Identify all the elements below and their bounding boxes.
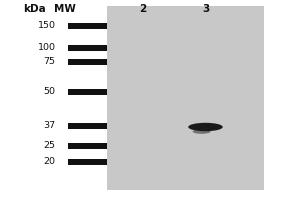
- Text: MW: MW: [54, 4, 75, 14]
- Text: 150: 150: [38, 21, 56, 30]
- Bar: [106, 6, 264, 190]
- Bar: [68, 143, 106, 149]
- Bar: [68, 89, 106, 95]
- Text: kDa: kDa: [23, 4, 46, 14]
- Text: 100: 100: [38, 44, 56, 52]
- Text: 2: 2: [139, 4, 146, 14]
- Bar: [68, 45, 106, 51]
- Text: 37: 37: [44, 121, 56, 130]
- Bar: [68, 59, 106, 65]
- Text: 3: 3: [202, 4, 209, 14]
- Ellipse shape: [193, 129, 211, 134]
- Ellipse shape: [188, 123, 223, 131]
- Text: 20: 20: [44, 158, 56, 166]
- Bar: [68, 23, 106, 29]
- Bar: [68, 159, 106, 165]
- Bar: [68, 123, 106, 129]
- Text: 50: 50: [44, 88, 56, 97]
- Text: 25: 25: [44, 142, 56, 150]
- Text: 75: 75: [44, 58, 56, 66]
